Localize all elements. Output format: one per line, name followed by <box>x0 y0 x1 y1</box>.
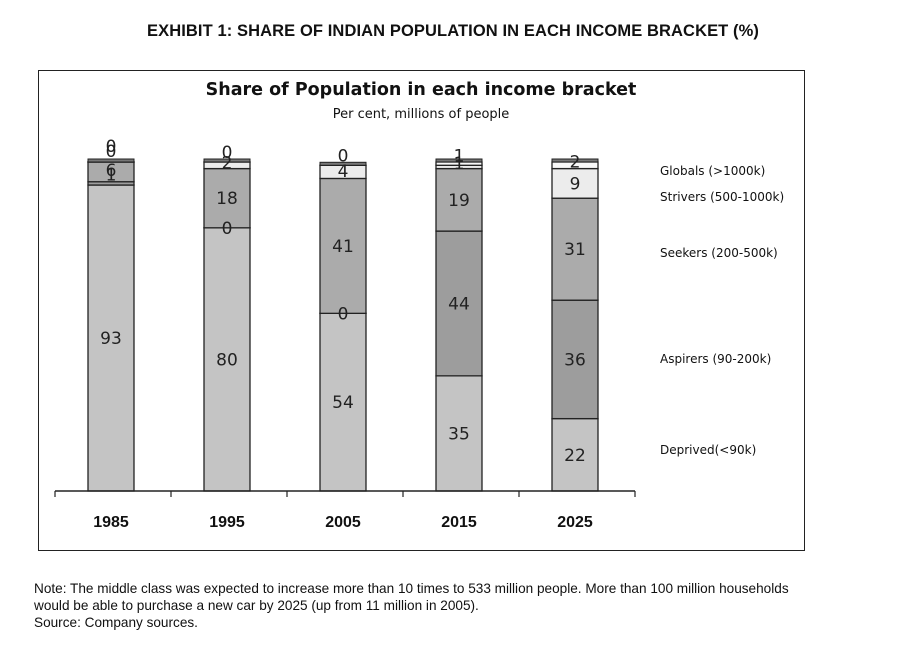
value-label-1995-globals-1000k: 0 <box>222 143 233 163</box>
value-label-2025-aspirers-90-200k: 36 <box>564 350 586 370</box>
value-label-2025-globals-1000k: 2 <box>570 152 581 172</box>
bar-cap-1995 <box>203 158 251 163</box>
legend-label-strivers-500-1000k: Strivers (500-1000k) <box>660 190 784 204</box>
x-tick-label-2025: 2025 <box>557 514 593 531</box>
value-label-1995-deprived-90k: 80 <box>216 350 238 370</box>
value-label-2005-aspirers-90-200k: 0 <box>338 304 349 324</box>
bar-cap-1985 <box>87 158 135 163</box>
bar-segment-2015-aspirers-90-200k <box>435 230 483 377</box>
x-axis: 1985 1995 2005 2015 2025 <box>54 490 636 531</box>
x-tick-label-2015: 2015 <box>441 514 477 531</box>
note-line-1: Note: The middle class was expected to i… <box>34 581 789 596</box>
x-tick-label-1985: 1985 <box>93 514 129 531</box>
value-label-2005-deprived-90k: 54 <box>332 393 354 413</box>
bar-segment-1995-deprived-90k <box>203 227 251 492</box>
legend-label-deprived-90k: Deprived(<90k) <box>660 443 756 457</box>
value-label-1995-strivers-500-1000k: 2 <box>222 153 233 173</box>
source-line: Source: Company sources. <box>34 615 198 630</box>
x-tick-label-1995: 1995 <box>209 514 245 531</box>
note-line-2: would be able to purchase a new car by 2… <box>34 598 479 613</box>
bars-layer <box>87 158 599 492</box>
bar-cap-2025 <box>551 158 599 163</box>
bar-segment-2025-seekers-200-500k <box>551 197 599 301</box>
bar-segment-2005-seekers-200-500k <box>319 177 367 314</box>
value-label-2015-aspirers-90-200k: 44 <box>448 294 470 314</box>
chart-title: Share of Population in each income brack… <box>206 80 637 100</box>
value-label-2025-deprived-90k: 22 <box>564 446 586 466</box>
value-label-2015-deprived-90k: 35 <box>448 424 470 444</box>
bar-segment-1995-seekers-200-500k <box>203 167 251 229</box>
bar-cap-2005 <box>319 161 367 166</box>
legend-label-aspirers-90-200k: Aspirers (90-200k) <box>660 352 771 366</box>
value-label-1985-aspirers-90-200k: 1 <box>106 165 117 185</box>
bar-segment-2015-seekers-200-500k <box>435 167 483 232</box>
exhibit-title: EXHIBIT 1: SHARE OF INDIAN POPULATION IN… <box>146 22 760 40</box>
value-label-2015-seekers-200-500k: 19 <box>448 191 470 211</box>
legend-label-globals-1000k: Globals (>1000k) <box>660 164 765 178</box>
value-label-1985-strivers-500-1000k: 0 <box>106 142 117 162</box>
value-label-2005-seekers-200-500k: 41 <box>332 237 354 257</box>
chart-subtitle: Per cent, millions of people <box>333 107 510 122</box>
bar-segment-2025-aspirers-90-200k <box>551 299 599 420</box>
value-label-2015-globals-1000k: 1 <box>454 147 465 167</box>
value-label-2015-strivers-500-1000k: 1 <box>454 154 465 174</box>
value-label-2025-seekers-200-500k: 31 <box>564 240 586 260</box>
bar-segment-2025-strivers-500-1000k <box>551 167 599 199</box>
bar-segment-1985-deprived-90k <box>87 184 135 492</box>
value-label-1985-seekers-200-500k: 6 <box>106 161 117 181</box>
value-label-1985-deprived-90k: 93 <box>100 329 122 349</box>
legend-label-seekers-200-500k: Seekers (200-500k) <box>660 246 778 260</box>
bar-segment-2015-deprived-90k <box>435 375 483 492</box>
value-label-1995-seekers-200-500k: 18 <box>216 189 238 209</box>
value-label-2005-strivers-500-1000k: 4 <box>338 162 349 182</box>
x-tick-label-2005: 2005 <box>325 514 361 531</box>
value-label-2025-strivers-500-1000k: 9 <box>570 174 581 194</box>
bar-cap-2015 <box>435 158 483 163</box>
legend: Deprived(<90k) Aspirers (90-200k) Seekers … <box>660 164 806 457</box>
value-label-1995-aspirers-90-200k: 0 <box>222 219 233 239</box>
value-label-2005-globals-1000k: 0 <box>338 146 349 166</box>
stacked-bar-chart: Share of Population in each income brack… <box>54 80 806 531</box>
value-label-1985-globals-1000k: 0 <box>106 137 117 157</box>
chart-frame: Share of Population in each income brack… <box>38 70 806 551</box>
